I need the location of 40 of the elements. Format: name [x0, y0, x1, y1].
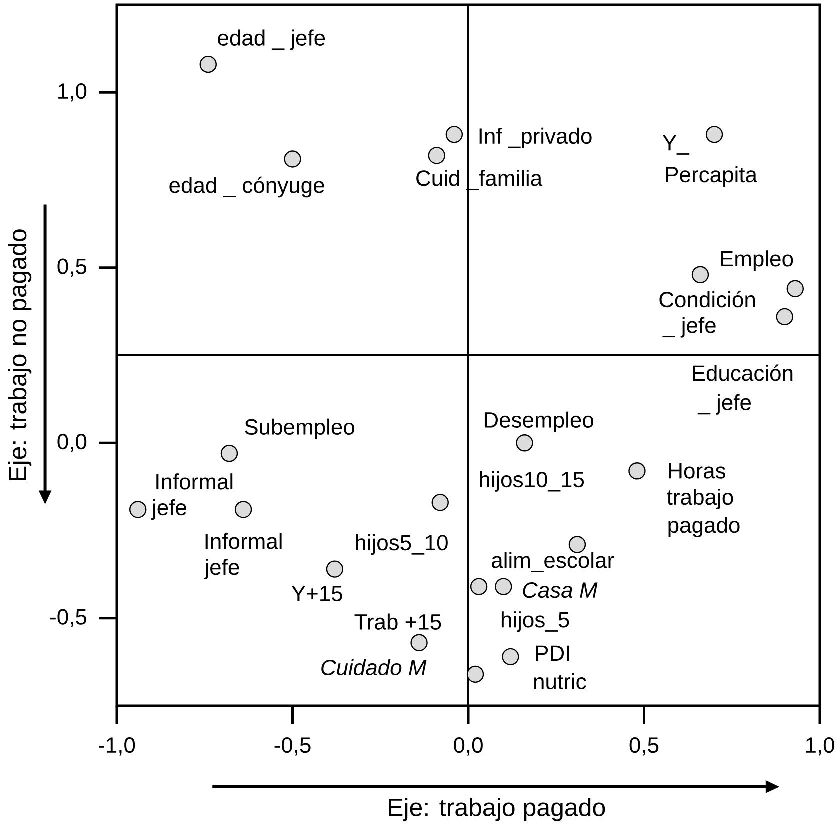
annotation: hijos_5	[502, 612, 570, 632]
annotation: _ jefe	[698, 394, 752, 415]
annotation: Desempleo	[484, 412, 594, 432]
y-tick-label: 0,5	[58, 258, 87, 277]
annotation: _ jefe	[662, 317, 716, 338]
annotation: Condición	[660, 291, 755, 308]
annotation: Informal	[156, 474, 233, 490]
x-tick-label: 1,0	[806, 738, 834, 756]
annotation: Educación	[693, 364, 793, 382]
annotation: pagado	[668, 516, 740, 538]
annotation: Trab +15	[354, 614, 442, 630]
annotation: jefe	[204, 559, 240, 580]
annotation: trabajo	[667, 488, 734, 510]
annotation: Subempleo	[245, 418, 354, 440]
x-tick-label: -1,0	[99, 738, 136, 756]
annotation: nutric	[534, 673, 586, 690]
x-tick-label: -0,5	[274, 738, 311, 756]
x-tick-label: 0,5	[630, 738, 659, 756]
annotation: hijos5_10	[356, 534, 448, 556]
annotation: edad _ jefe	[218, 30, 326, 50]
annotation: edad _ cónyuge	[170, 176, 324, 198]
annotation: Informal	[206, 533, 282, 550]
y-tick-label: 1,0	[58, 84, 87, 102]
annotation: Cuidado M	[322, 659, 427, 676]
annotation: jefe	[151, 499, 186, 520]
x-axis-title: Eje: trabajo pagado	[389, 798, 606, 822]
annotation: Y+15	[292, 586, 342, 602]
annotation: Percapita	[666, 166, 758, 187]
annotation: Empleo	[721, 250, 794, 272]
annotation: Y_	[662, 135, 690, 155]
x-tick-label: 0,0	[454, 738, 483, 756]
annotation: Inf _privado	[480, 128, 592, 148]
annotation: alim_escolar	[492, 552, 614, 572]
annotation: hijos10_15	[480, 471, 584, 492]
annotation: PDI	[536, 646, 570, 661]
annotation: Casa M	[523, 582, 598, 598]
y-tick-label: 0,0	[58, 434, 87, 452]
y-axis-title: Eje: trabajo no pagado	[8, 230, 32, 480]
y-tick-label: -0,5	[50, 609, 87, 628]
annotation: Horas	[669, 463, 726, 479]
